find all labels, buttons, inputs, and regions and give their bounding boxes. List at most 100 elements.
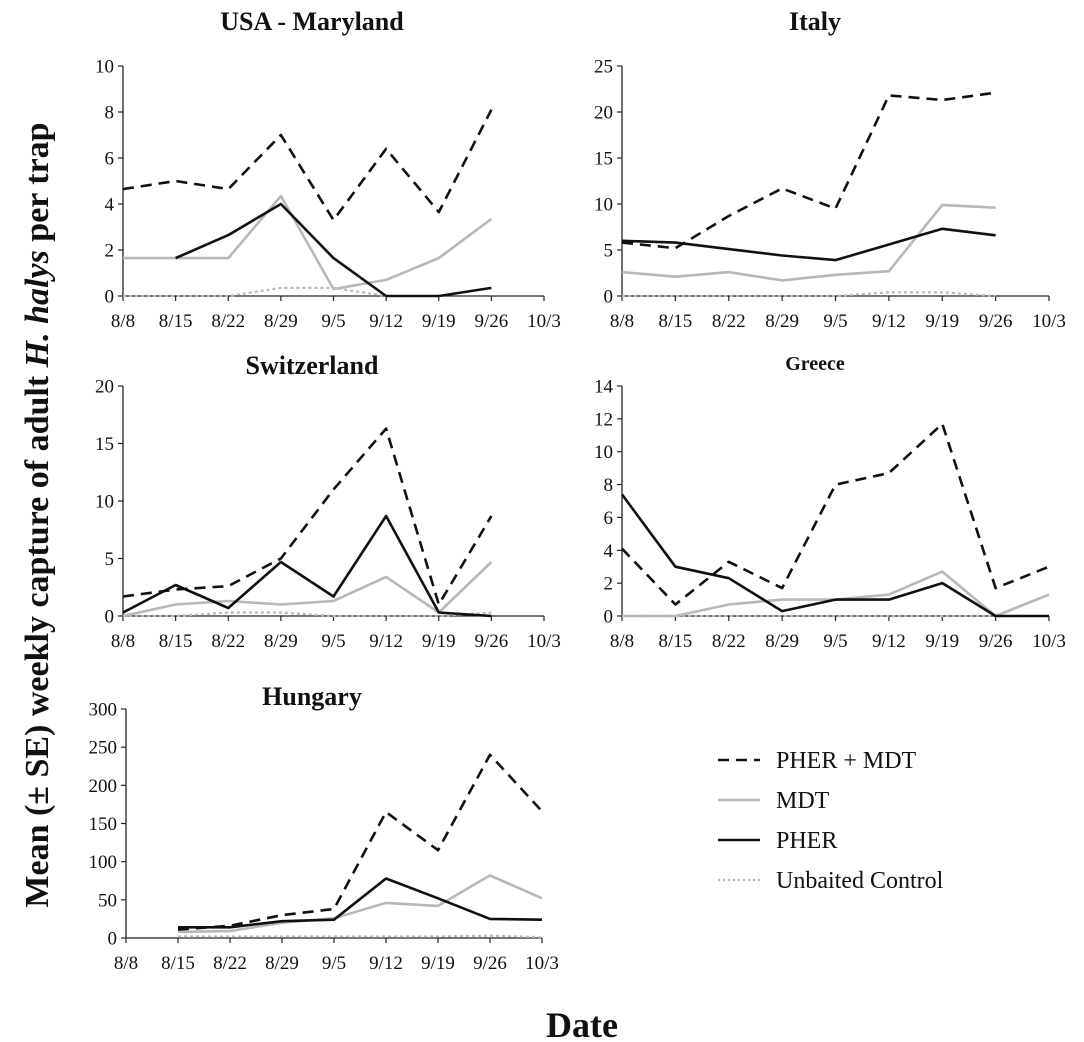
legend-item-pher-mdt: PHER + MDT <box>718 748 917 774</box>
x-tick-label: 8/8 <box>610 631 634 652</box>
y-tick-label: 0 <box>604 607 614 628</box>
x-tick-label: 9/12 <box>369 631 403 652</box>
x-tick-label: 8/8 <box>610 311 634 332</box>
x-tick-label: 9/26 <box>979 631 1013 652</box>
y-tick-label: 15 <box>95 434 114 455</box>
y-tick-label: 200 <box>89 776 118 797</box>
x-tick-label: 8/22 <box>211 631 245 652</box>
y-axis-label-part1: Mean (± SE) weekly capture of adult <box>19 367 56 907</box>
y-tick-label: 5 <box>105 549 115 570</box>
x-tick-label: 8/22 <box>211 311 245 332</box>
x-tick-label: 9/12 <box>369 953 403 974</box>
x-tick-label: 8/22 <box>213 953 247 974</box>
x-tick-label: 8/8 <box>111 631 135 652</box>
x-tick-label: 10/3 <box>527 631 561 652</box>
legend-item-mdt: MDT <box>718 788 830 814</box>
series-line-pher <box>178 877 543 929</box>
x-tick-label: 9/26 <box>473 953 507 974</box>
panel-title: Hungary <box>262 682 362 711</box>
x-tick-label: 8/29 <box>765 631 799 652</box>
x-tick-label: 9/19 <box>925 631 959 652</box>
x-tick-label: 8/15 <box>159 631 193 652</box>
x-tick-label: 8/15 <box>658 311 692 332</box>
y-tick-label: 300 <box>89 700 118 721</box>
legend-label: PHER <box>776 828 837 854</box>
y-tick-label: 6 <box>105 149 115 170</box>
series-line-mdt <box>122 561 493 618</box>
legend: PHER + MDT MDT PHER Unbaited Control <box>718 748 944 894</box>
y-tick-label: 20 <box>95 377 114 398</box>
x-tick-label: 9/12 <box>872 311 906 332</box>
y-axis-label-part3: per trap <box>19 122 56 250</box>
legend-label: PHER + MDT <box>776 748 917 774</box>
y-tick-label: 5 <box>604 241 614 262</box>
chart-panel-4: Hungary 0 50 100 150 200 250 300 8/8 8/15 8/22 8/29… <box>89 682 559 974</box>
x-tick-label: 8/8 <box>111 311 135 332</box>
x-tick-label: 9/26 <box>979 311 1013 332</box>
x-tick-label: 10/3 <box>527 311 561 332</box>
y-tick-label: 8 <box>105 103 115 124</box>
series-line-pher-mdt <box>621 422 1050 606</box>
series-line-pher-mdt <box>122 427 493 606</box>
y-tick-label: 2 <box>604 574 614 595</box>
x-tick-label: 9/19 <box>422 631 456 652</box>
x-tick-label: 8/15 <box>658 631 692 652</box>
x-tick-label: 9/5 <box>322 953 346 974</box>
series-line-pher <box>122 514 492 618</box>
chart-panels: USA - Maryland 0 2 4 6 8 10 8/8 8/15 8/22 8/29 9/5 9… <box>89 7 1066 974</box>
x-tick-label: 9/5 <box>823 631 847 652</box>
y-tick-label: 12 <box>594 409 613 430</box>
series-line-pher <box>621 227 996 262</box>
x-tick-label: 9/12 <box>369 311 403 332</box>
y-tick-label: 0 <box>105 287 115 308</box>
x-tick-label: 9/5 <box>321 631 345 652</box>
y-tick-label: 50 <box>98 890 117 911</box>
y-tick-label: 4 <box>604 541 614 562</box>
x-tick-label: 10/3 <box>1032 631 1066 652</box>
y-tick-label: 15 <box>594 149 613 170</box>
y-tick-label: 10 <box>95 492 114 513</box>
x-tick-label: 8/29 <box>264 311 298 332</box>
series-line-mdt <box>177 874 543 934</box>
y-tick-label: 10 <box>594 442 613 463</box>
legend-label: MDT <box>776 788 830 814</box>
series-line-pher-mdt <box>177 753 543 931</box>
series-line-pher-mdt <box>621 91 996 250</box>
y-tick-label: 10 <box>95 57 114 78</box>
panel-title: Italy <box>789 7 841 36</box>
x-tick-label: 8/8 <box>114 953 138 974</box>
x-tick-label: 8/15 <box>159 311 193 332</box>
legend-item-pher: PHER <box>718 828 837 854</box>
y-tick-label: 10 <box>594 195 613 216</box>
series-line-pher-mdt <box>122 109 493 222</box>
x-tick-label: 9/19 <box>422 311 456 332</box>
legend-label: Unbaited Control <box>776 868 944 894</box>
series-line-mdt <box>123 194 493 291</box>
panel-title: Switzerland <box>246 351 379 380</box>
y-tick-label: 14 <box>594 377 614 398</box>
y-tick-label: 4 <box>105 195 115 216</box>
chart-panel-2: Switzerland 0 5 10 15 20 8/8 8/15 8/22 8/29 9/5 9/1… <box>95 351 561 652</box>
legend-item-control: Unbaited Control <box>718 868 944 894</box>
x-axis-label: Date <box>546 1005 618 1042</box>
x-tick-label: 10/3 <box>1032 311 1066 332</box>
y-axis-label: Mean (± SE) weekly capture of adult H. h… <box>19 122 56 907</box>
x-tick-label: 9/26 <box>474 631 508 652</box>
series-line-pher <box>620 493 1049 618</box>
x-tick-label: 10/3 <box>525 953 559 974</box>
y-tick-label: 0 <box>108 929 118 950</box>
y-axis-label-species: H. halys <box>19 250 56 368</box>
series-line-pher <box>175 202 492 298</box>
chart-panel-1: Italy 0 5 10 15 20 25 8/8 8/15 8/22 8/29 9/5 9/12 9/1… <box>594 7 1066 332</box>
y-tick-label: 20 <box>594 103 613 124</box>
x-tick-label: 9/5 <box>823 311 847 332</box>
x-tick-label: 9/19 <box>421 953 455 974</box>
series-line-mdt <box>621 203 996 282</box>
y-tick-label: 0 <box>105 607 115 628</box>
panel-title: USA - Maryland <box>220 7 404 36</box>
y-tick-label: 150 <box>89 814 118 835</box>
series-line-control <box>178 934 543 939</box>
chart-panel-0: USA - Maryland 0 2 4 6 8 10 8/8 8/15 8/22 8/29 9/5 9… <box>95 7 561 332</box>
series-line-control <box>622 291 996 298</box>
